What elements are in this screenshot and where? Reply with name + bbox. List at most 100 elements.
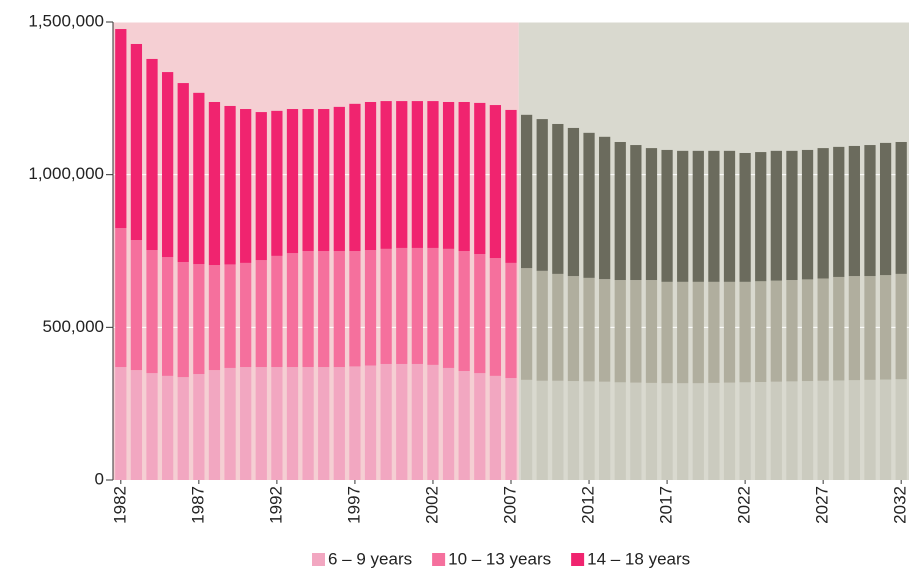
bar-segment (286, 109, 299, 254)
bar-segment (536, 119, 548, 271)
bar-segment (115, 228, 127, 368)
bar-segment (333, 251, 345, 368)
bar-segment (208, 265, 221, 371)
bar-segment (224, 105, 236, 265)
bar-segment (505, 378, 517, 480)
bar-segment (458, 251, 470, 371)
legend-swatch (312, 553, 325, 566)
bar-segment (474, 102, 486, 255)
bar-segment (255, 112, 267, 261)
bar-segment (349, 366, 361, 480)
bar-segment (848, 145, 860, 277)
bar-segment (115, 367, 127, 480)
bar-segment (723, 382, 736, 480)
bar-segment (786, 381, 798, 480)
bar-segment (786, 150, 798, 281)
bar-segment (739, 152, 751, 282)
x-tick-label: 1997 (344, 486, 363, 524)
bar-segment (255, 260, 267, 368)
bar-segment (614, 280, 626, 383)
bar-segment (380, 248, 392, 364)
bar-segment (318, 251, 330, 368)
bar-segment (583, 277, 595, 382)
bar-segment (599, 279, 611, 382)
period-background (113, 22, 519, 480)
bar-segment (286, 253, 299, 368)
bar-segment (208, 370, 221, 480)
bar-segment (833, 380, 845, 480)
y-tick-label: 0 (95, 469, 104, 488)
bar-segment (364, 365, 377, 480)
bar-segment (879, 379, 892, 480)
bar-segment (645, 382, 658, 480)
bar-segment (567, 276, 580, 382)
y-tick-label: 1,000,000 (28, 164, 104, 183)
bar-segment (614, 382, 626, 480)
bar-segment (208, 101, 221, 266)
bar-segment (427, 101, 439, 248)
legend-label: 6 – 9 years (328, 549, 412, 568)
legend-label: 10 – 13 years (448, 549, 551, 568)
bar-segment (520, 379, 533, 480)
x-tick-label: 1987 (188, 486, 207, 524)
bar-segment (692, 150, 704, 282)
bar-segment (817, 278, 829, 381)
bar-segment (661, 281, 673, 384)
bar-segment (692, 383, 704, 480)
bar-segment (817, 380, 829, 480)
bar-segment (333, 106, 345, 252)
bar-segment (864, 276, 876, 380)
bar-segment (396, 363, 408, 480)
bar-segment (442, 248, 455, 368)
bar-segment (489, 105, 502, 259)
bar-segment (474, 373, 486, 480)
bar-segment (349, 251, 361, 367)
bar-segment (318, 367, 330, 480)
bar-segment (458, 370, 470, 480)
bar-segment (240, 262, 252, 368)
bar-segment (146, 373, 158, 480)
bar-segment (364, 250, 377, 366)
bar-segment (396, 247, 408, 364)
bar-segment (489, 258, 502, 376)
bar-segment (630, 145, 642, 281)
bar-segment (708, 150, 720, 282)
bar-segment (801, 381, 814, 480)
bar-segment (130, 240, 143, 371)
x-tick-label: 2002 (422, 486, 441, 524)
bar-segment (583, 381, 595, 480)
bar-segment (520, 268, 533, 380)
bar-segment (755, 381, 767, 480)
bar-segment (630, 280, 642, 383)
bar-segment (552, 380, 564, 480)
bar-segment (630, 382, 642, 480)
bar-segment (130, 370, 143, 480)
bar-segment (708, 281, 720, 383)
bar-segment (801, 279, 814, 382)
bar-segment (879, 275, 892, 380)
bar-segment (380, 101, 392, 249)
y-tick-label: 1,500,000 (28, 11, 104, 30)
bar-segment (177, 261, 189, 378)
bar-segment (614, 141, 626, 281)
bar-segment (458, 101, 470, 251)
bar-segment (708, 382, 720, 480)
bar-segment (115, 29, 127, 229)
bar-segment (333, 367, 345, 480)
bar-segment (302, 109, 314, 252)
bar-segment (770, 280, 782, 382)
bar-segment (411, 247, 423, 364)
bar-segment (739, 281, 751, 383)
bar-segment (801, 149, 814, 280)
bar-segment (146, 58, 158, 251)
bar-segment (130, 43, 143, 241)
bar-segment (677, 281, 689, 384)
bar-segment (723, 281, 736, 383)
bar-segment (770, 150, 782, 281)
bar-segment (895, 273, 907, 380)
x-tick-label: 2032 (891, 486, 910, 524)
bar-segment (505, 109, 517, 263)
bar-segment (489, 375, 502, 480)
x-tick-label: 2022 (735, 486, 754, 524)
bar-segment (833, 146, 845, 277)
